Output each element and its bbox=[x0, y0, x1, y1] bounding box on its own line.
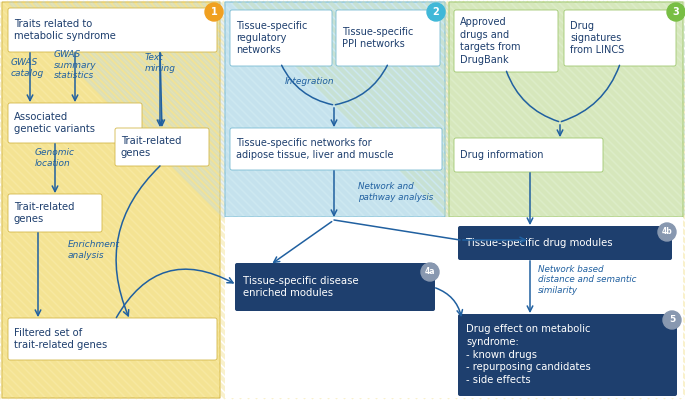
Text: Tissue-specific
PPI networks: Tissue-specific PPI networks bbox=[342, 27, 413, 49]
FancyBboxPatch shape bbox=[458, 314, 677, 396]
FancyBboxPatch shape bbox=[336, 10, 440, 66]
Text: Tissue-specific networks for
adipose tissue, liver and muscle: Tissue-specific networks for adipose tis… bbox=[236, 138, 393, 160]
Text: Filtered set of
trait-related genes: Filtered set of trait-related genes bbox=[14, 328, 108, 350]
FancyBboxPatch shape bbox=[454, 10, 558, 72]
Text: Associated
genetic variants: Associated genetic variants bbox=[14, 112, 95, 134]
FancyBboxPatch shape bbox=[230, 128, 442, 170]
FancyBboxPatch shape bbox=[115, 128, 209, 166]
Circle shape bbox=[658, 223, 676, 241]
FancyBboxPatch shape bbox=[8, 194, 102, 232]
Circle shape bbox=[667, 3, 685, 21]
Text: Text
mining: Text mining bbox=[145, 53, 175, 73]
Text: 1: 1 bbox=[210, 7, 217, 17]
FancyBboxPatch shape bbox=[449, 2, 683, 217]
FancyBboxPatch shape bbox=[458, 226, 672, 260]
Text: 3: 3 bbox=[673, 7, 680, 17]
Text: 5: 5 bbox=[669, 316, 675, 324]
Text: Trait-related
genes: Trait-related genes bbox=[14, 202, 75, 224]
Circle shape bbox=[427, 3, 445, 21]
FancyBboxPatch shape bbox=[2, 2, 220, 398]
Circle shape bbox=[205, 3, 223, 21]
Circle shape bbox=[421, 263, 439, 281]
Text: Drug
signatures
from LINCS: Drug signatures from LINCS bbox=[570, 20, 624, 55]
Text: Approved
drugs and
targets from
DrugBank: Approved drugs and targets from DrugBank bbox=[460, 17, 521, 65]
Text: Network based
distance and semantic
similarity: Network based distance and semantic simi… bbox=[538, 265, 636, 295]
FancyBboxPatch shape bbox=[8, 103, 142, 143]
Text: Enrichment
analysis: Enrichment analysis bbox=[68, 240, 120, 260]
Text: 4b: 4b bbox=[662, 228, 673, 236]
Text: 4a: 4a bbox=[425, 268, 435, 276]
Text: Tissue-specific drug modules: Tissue-specific drug modules bbox=[466, 238, 612, 248]
Text: 2: 2 bbox=[433, 7, 439, 17]
FancyBboxPatch shape bbox=[225, 217, 683, 398]
Circle shape bbox=[663, 311, 681, 329]
Text: Integration: Integration bbox=[285, 78, 335, 86]
Text: Tissue-specific
regulatory
networks: Tissue-specific regulatory networks bbox=[236, 20, 308, 55]
Text: Drug information: Drug information bbox=[460, 150, 543, 160]
Text: GWAS
catalog: GWAS catalog bbox=[10, 58, 44, 78]
FancyBboxPatch shape bbox=[8, 318, 217, 360]
FancyBboxPatch shape bbox=[564, 10, 676, 66]
Text: Tissue-specific disease
enriched modules: Tissue-specific disease enriched modules bbox=[243, 276, 359, 298]
Text: Trait-related
genes: Trait-related genes bbox=[121, 136, 182, 158]
FancyBboxPatch shape bbox=[225, 2, 445, 217]
Text: Genomic
location: Genomic location bbox=[35, 148, 75, 168]
FancyBboxPatch shape bbox=[235, 263, 435, 311]
Text: Drug effect on metabolic
syndrome:
- known drugs
- repurposing candidates
- side: Drug effect on metabolic syndrome: - kno… bbox=[466, 324, 590, 385]
Text: GWAS
summary
statistics: GWAS summary statistics bbox=[53, 50, 97, 80]
FancyBboxPatch shape bbox=[8, 8, 217, 52]
FancyBboxPatch shape bbox=[454, 138, 603, 172]
FancyBboxPatch shape bbox=[230, 10, 332, 66]
Text: Network and
pathway analysis: Network and pathway analysis bbox=[358, 182, 433, 202]
Text: Traits related to
metabolic syndrome: Traits related to metabolic syndrome bbox=[14, 19, 116, 41]
